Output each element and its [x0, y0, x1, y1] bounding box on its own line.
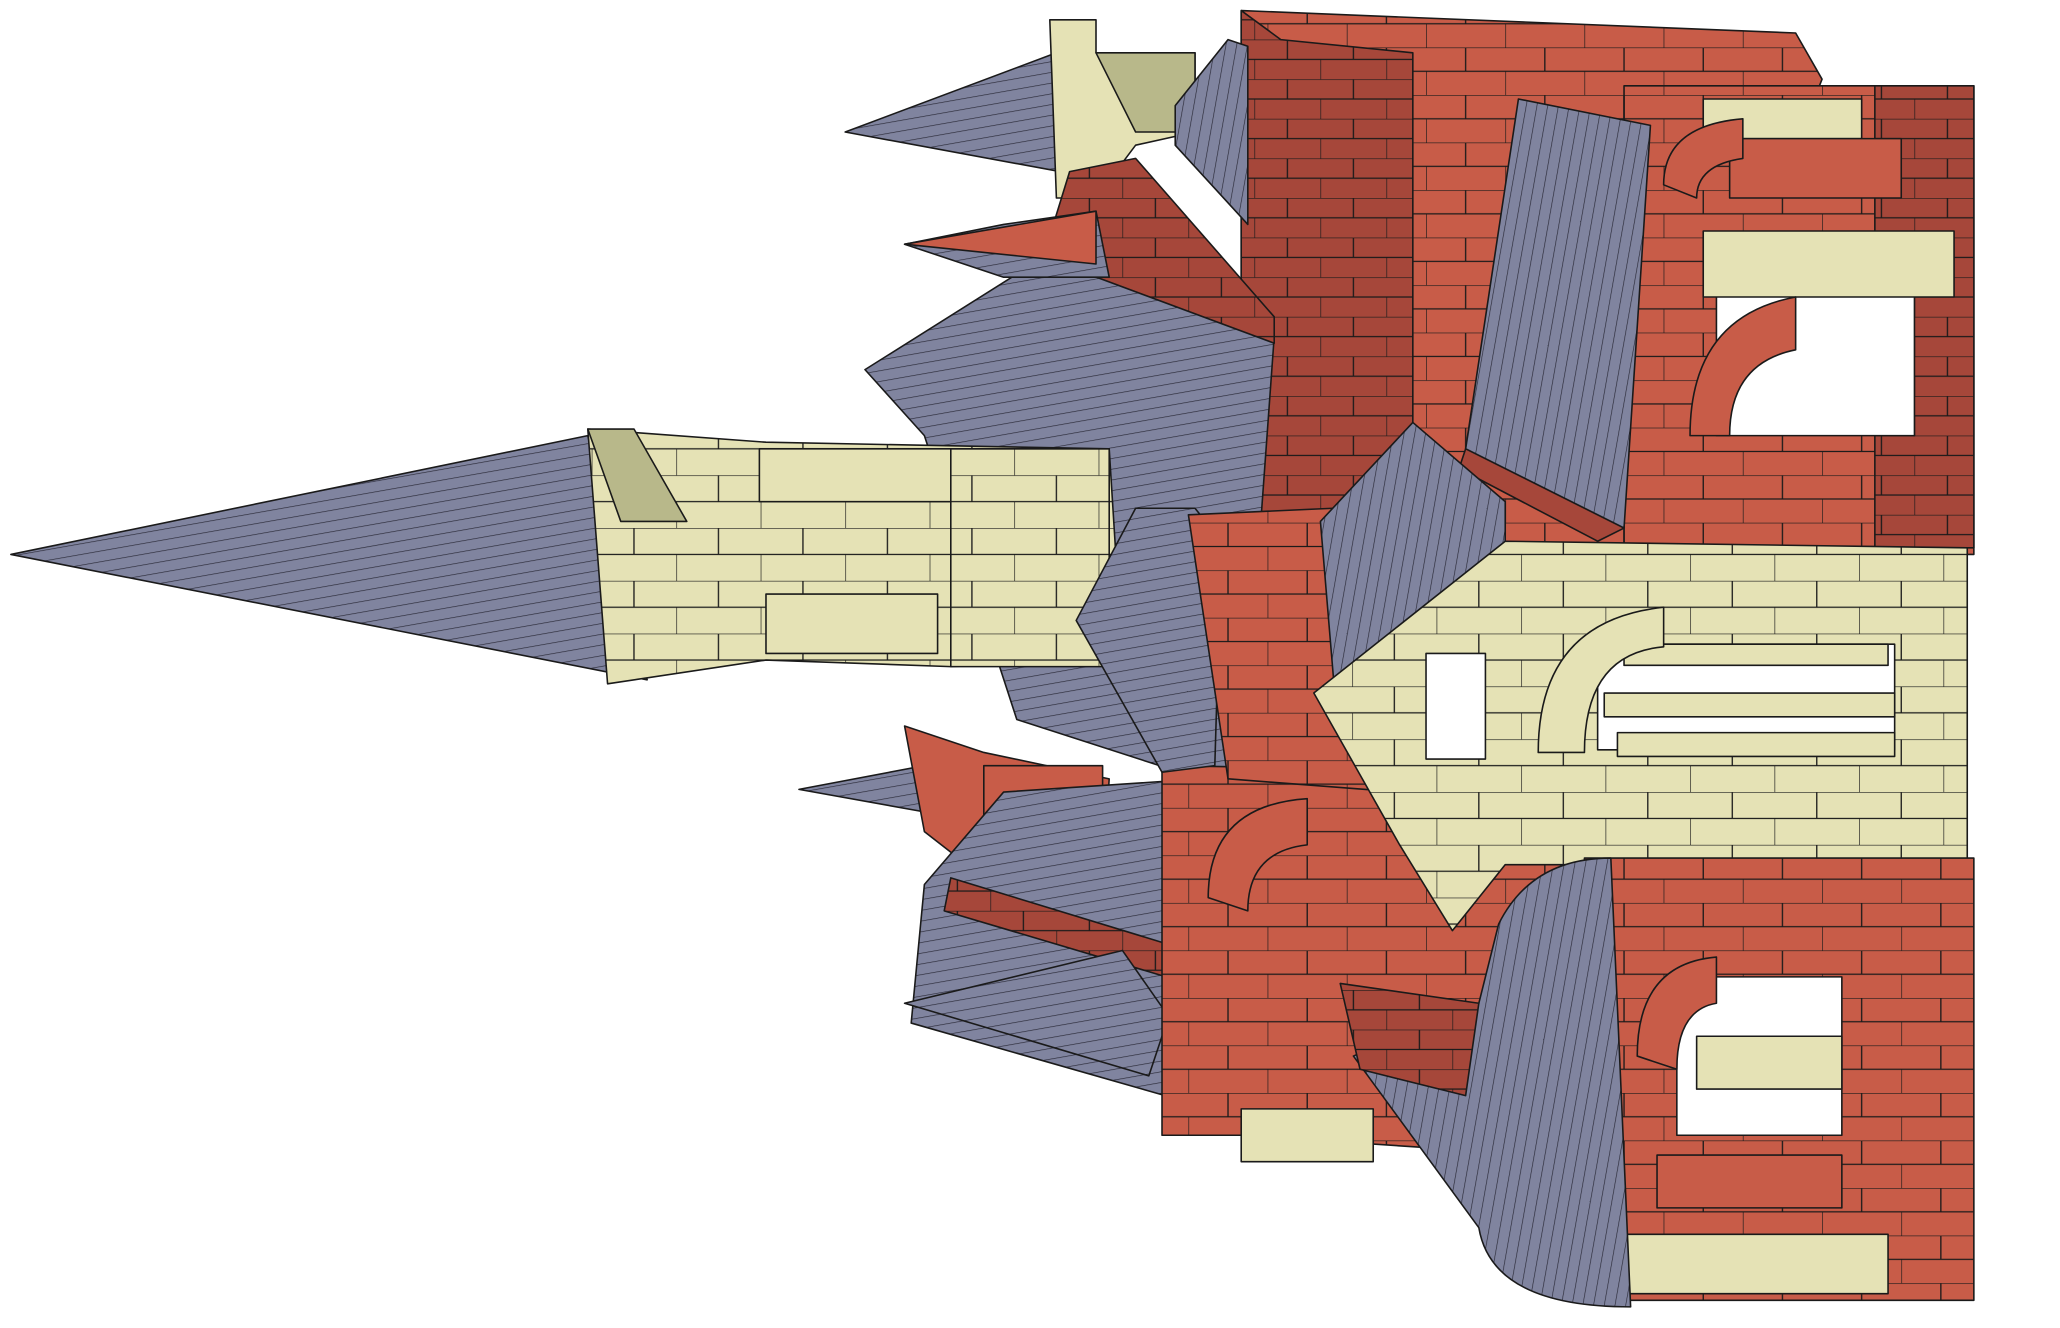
column-lower-2: [1623, 1233, 1889, 1295]
window-center-1: [1425, 652, 1487, 760]
cream-footer: [1240, 1108, 1375, 1163]
block-upper: [1728, 137, 1903, 199]
spire-small-left: [798, 764, 926, 813]
spire-red-cap: [903, 210, 1097, 265]
column-lower-1: [1695, 1035, 1843, 1090]
arch-upper: [1689, 296, 1797, 437]
roof-ridge: [1042, 157, 1276, 345]
block-lower: [1656, 1154, 1843, 1209]
slate-slab-edge: [1458, 448, 1625, 543]
red-ledge-bottom: [1339, 982, 1480, 1097]
spire-main: [10, 434, 648, 681]
shelf-3: [1616, 731, 1896, 758]
spire-column-2: [765, 593, 939, 655]
spire-base-shade: [586, 428, 688, 523]
arch-center: [1537, 606, 1665, 754]
dome-top: [1174, 38, 1249, 226]
arch-upper-2: [1662, 118, 1744, 199]
spire-column-1: [758, 448, 959, 503]
shelf-2: [1603, 692, 1896, 718]
column-upper-1: [1702, 230, 1955, 298]
arch-lower-right: [1636, 956, 1718, 1071]
arch-lower: [1207, 797, 1309, 912]
gable-roof: [1319, 421, 1507, 681]
